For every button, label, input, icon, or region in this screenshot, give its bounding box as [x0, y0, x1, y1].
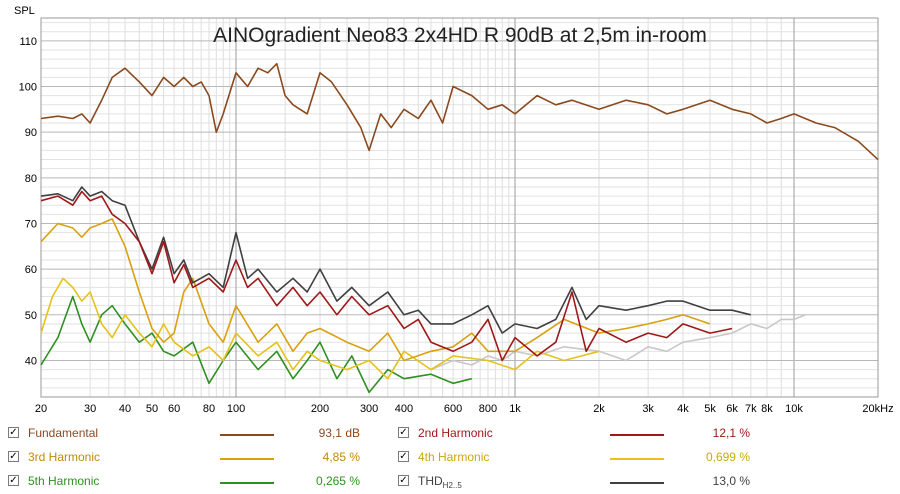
x-tick-label: 80	[203, 403, 215, 415]
legend-item-thd[interactable]: ✓ THDH2..5 13,0 %	[398, 472, 778, 492]
legend-swatch-5th-harmonic	[220, 482, 274, 484]
series-layer	[40, 62, 879, 394]
x-tick-label: 10k	[785, 403, 803, 415]
y-tick-label: 80	[25, 173, 37, 185]
legend-swatch-thd	[610, 482, 664, 484]
legend-label-2nd-harmonic: 2nd Harmonic	[418, 426, 493, 440]
legend-item-4th-harmonic[interactable]: ✓ 4th Harmonic 0,699 %	[398, 448, 778, 468]
y-tick-label: 110	[19, 36, 37, 48]
y-axis-label: SPL	[14, 5, 35, 17]
legend-label-thd-sub: H2..5	[442, 481, 462, 490]
legend-swatch-fundamental	[220, 434, 274, 436]
legend-label-thd: THDH2..5	[418, 474, 462, 490]
legend-value-thd: 13,0 %	[712, 474, 750, 488]
series-line-4th-harmonic	[40, 277, 600, 380]
major-grid	[41, 18, 878, 397]
x-tick-label: 1k	[509, 403, 521, 415]
legend-value-4th-harmonic: 0,699 %	[705, 450, 750, 464]
series-line-thd	[40, 186, 751, 334]
legend-value-2nd-harmonic: 12,1 %	[712, 426, 750, 440]
series-line-fundamental	[40, 62, 879, 161]
legend-value-5th-harmonic: 0,265 %	[315, 474, 360, 488]
x-tick-label: 30	[84, 403, 96, 415]
legend: ✓ Fundamental 93,1 dB ✓ 2nd Harmonic 12,…	[0, 418, 900, 494]
legend-label-5th-harmonic: 5th Harmonic	[28, 474, 100, 488]
checkbox-4th-harmonic[interactable]: ✓	[398, 451, 409, 462]
series-line-reference	[430, 314, 806, 371]
legend-value-3rd-harmonic: 4,85 %	[322, 450, 360, 464]
x-tick-label: 60	[168, 403, 180, 415]
legend-item-5th-harmonic[interactable]: ✓ 5th Harmonic 0,265 %	[8, 472, 388, 492]
x-tick-label: 8k	[761, 403, 773, 415]
x-tick-label: 6k	[726, 403, 738, 415]
checkbox-fundamental[interactable]: ✓	[8, 427, 19, 438]
series-line-2nd-harmonic	[40, 190, 733, 362]
legend-item-3rd-harmonic[interactable]: ✓ 3rd Harmonic 4,85 %	[8, 448, 388, 468]
x-tick-label: 20kHz	[862, 403, 893, 415]
checkbox-2nd-harmonic[interactable]: ✓	[398, 427, 409, 438]
x-tick-label: 20	[35, 403, 47, 415]
x-tick-label: 7k	[745, 403, 757, 415]
checkbox-thd[interactable]: ✓	[398, 475, 409, 486]
y-tick-label: 70	[25, 218, 37, 230]
plot-border	[40, 17, 879, 398]
x-tick-label: 300	[360, 403, 378, 415]
legend-swatch-3rd-harmonic	[220, 458, 274, 460]
legend-label-thd-main: THD	[418, 474, 443, 488]
legend-swatch-4th-harmonic	[610, 458, 664, 460]
chart-title: AINOgradient Neo83 2x4HD R 90dB at 2,5m …	[213, 24, 707, 47]
y-tick-label: 100	[19, 81, 37, 93]
y-tick-label: 40	[25, 355, 37, 367]
x-tick-label: 2k	[593, 403, 605, 415]
x-tick-label: 50	[146, 403, 158, 415]
x-tick-label: 800	[479, 403, 497, 415]
x-axis-ticks: 20 30 40 50 60 80 100 200 300 400 600 800 1k 2k 3k 4k 5k…	[35, 403, 894, 415]
y-tick-label: 90	[25, 127, 37, 139]
legend-swatch-2nd-harmonic	[610, 434, 664, 436]
checkbox-3rd-harmonic[interactable]: ✓	[8, 451, 19, 462]
x-tick-label: 4k	[677, 403, 689, 415]
legend-value-fundamental: 93,1 dB	[318, 426, 360, 440]
y-axis-ticks: 40 50 60 70 80 90 100 110	[19, 36, 37, 368]
y-tick-label: 60	[25, 264, 37, 276]
x-tick-label: 5k	[704, 403, 716, 415]
y-tick-label: 50	[25, 310, 37, 322]
legend-label-3rd-harmonic: 3rd Harmonic	[28, 450, 101, 464]
x-tick-label: 40	[119, 403, 131, 415]
chart-area: 20 30 40 50 60 80 100 200 300 400 600 800 1k 2k 3k 4k 5k…	[14, 5, 894, 415]
x-tick-label: 100	[227, 403, 245, 415]
x-tick-label: 400	[395, 403, 413, 415]
x-tick-label: 600	[444, 403, 462, 415]
x-tick-label: 3k	[642, 403, 654, 415]
series-line-3rd-harmonic	[40, 218, 711, 362]
x-tick-label: 200	[311, 403, 329, 415]
legend-label-4th-harmonic: 4th Harmonic	[418, 450, 490, 464]
legend-item-2nd-harmonic[interactable]: ✓ 2nd Harmonic 12,1 %	[398, 424, 778, 444]
checkbox-5th-harmonic[interactable]: ✓	[8, 475, 19, 486]
legend-label-fundamental: Fundamental	[28, 426, 99, 440]
legend-item-fundamental[interactable]: ✓ Fundamental 93,1 dB	[8, 424, 388, 444]
